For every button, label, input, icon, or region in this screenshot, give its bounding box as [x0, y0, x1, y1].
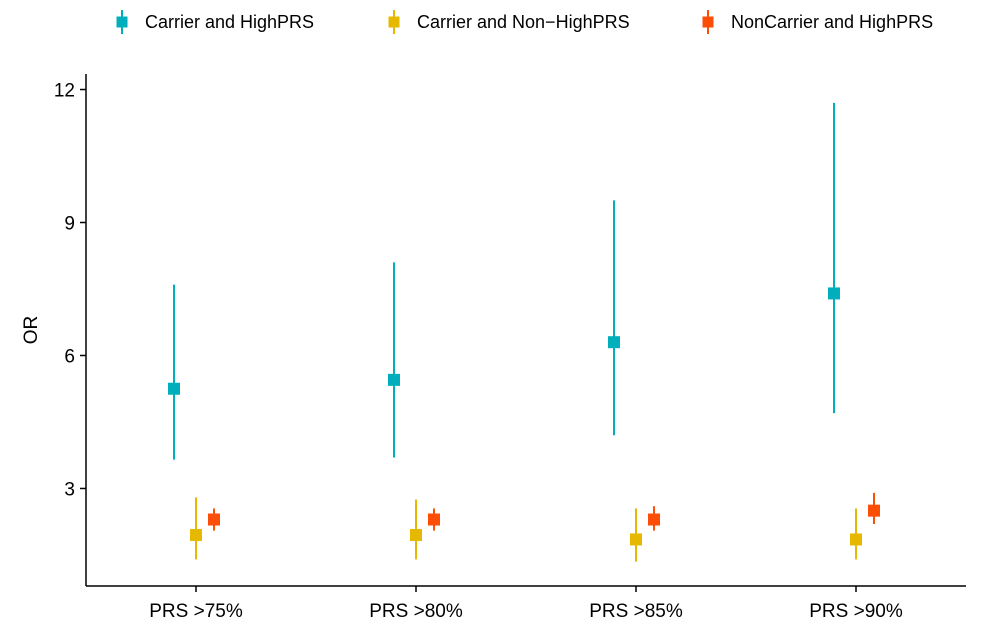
legend-key-noncarrier-highprs [702, 10, 714, 34]
legend-item-carrier-nonhighprs: Carrier and Non−HighPRS [380, 8, 630, 36]
point-marker [648, 513, 660, 526]
y-tick-label: 3 [64, 479, 75, 500]
legend-key-carrier-nonhighprs [388, 10, 400, 34]
y-tick-label: 9 [64, 214, 75, 235]
y-axis-title: OR [21, 316, 42, 345]
legend-label-carrier-highprs: Carrier and HighPRS [145, 11, 315, 32]
legend-label-carrier-nonhighprs: Carrier and Non−HighPRS [417, 11, 630, 32]
x-tick-label: PRS >90% [809, 601, 903, 622]
point-marker [168, 382, 180, 395]
axes: 3 6 9 12 PRS >75% PRS >80% PRS >85% PRS >90% OR [21, 74, 966, 622]
point-marker [190, 529, 202, 542]
legend-key-carrier-highprs [116, 10, 128, 34]
x-tick-label: PRS >85% [589, 601, 683, 622]
point-marker [608, 336, 620, 349]
point-marker [630, 533, 642, 546]
point-marker [850, 533, 862, 546]
legend-item-carrier-highprs: Carrier and HighPRS [108, 8, 314, 36]
legend: Carrier and HighPRS Carrier and Non−High… [0, 0, 981, 44]
point-marker [868, 504, 880, 517]
point-marker [428, 513, 440, 526]
y-tick-label: 6 [64, 346, 75, 367]
legend-item-noncarrier-highprs: NonCarrier and HighPRS [694, 8, 933, 36]
point-marker [388, 373, 400, 386]
x-tick-label: PRS >80% [369, 601, 463, 622]
point-marker [208, 513, 220, 526]
x-tick-label: PRS >75% [149, 601, 243, 622]
y-tick-label: 12 [54, 81, 75, 102]
point-marker [410, 529, 422, 542]
legend-label-noncarrier-highprs: NonCarrier and HighPRS [731, 11, 934, 32]
data-marks [168, 102, 880, 562]
point-marker [828, 287, 840, 300]
